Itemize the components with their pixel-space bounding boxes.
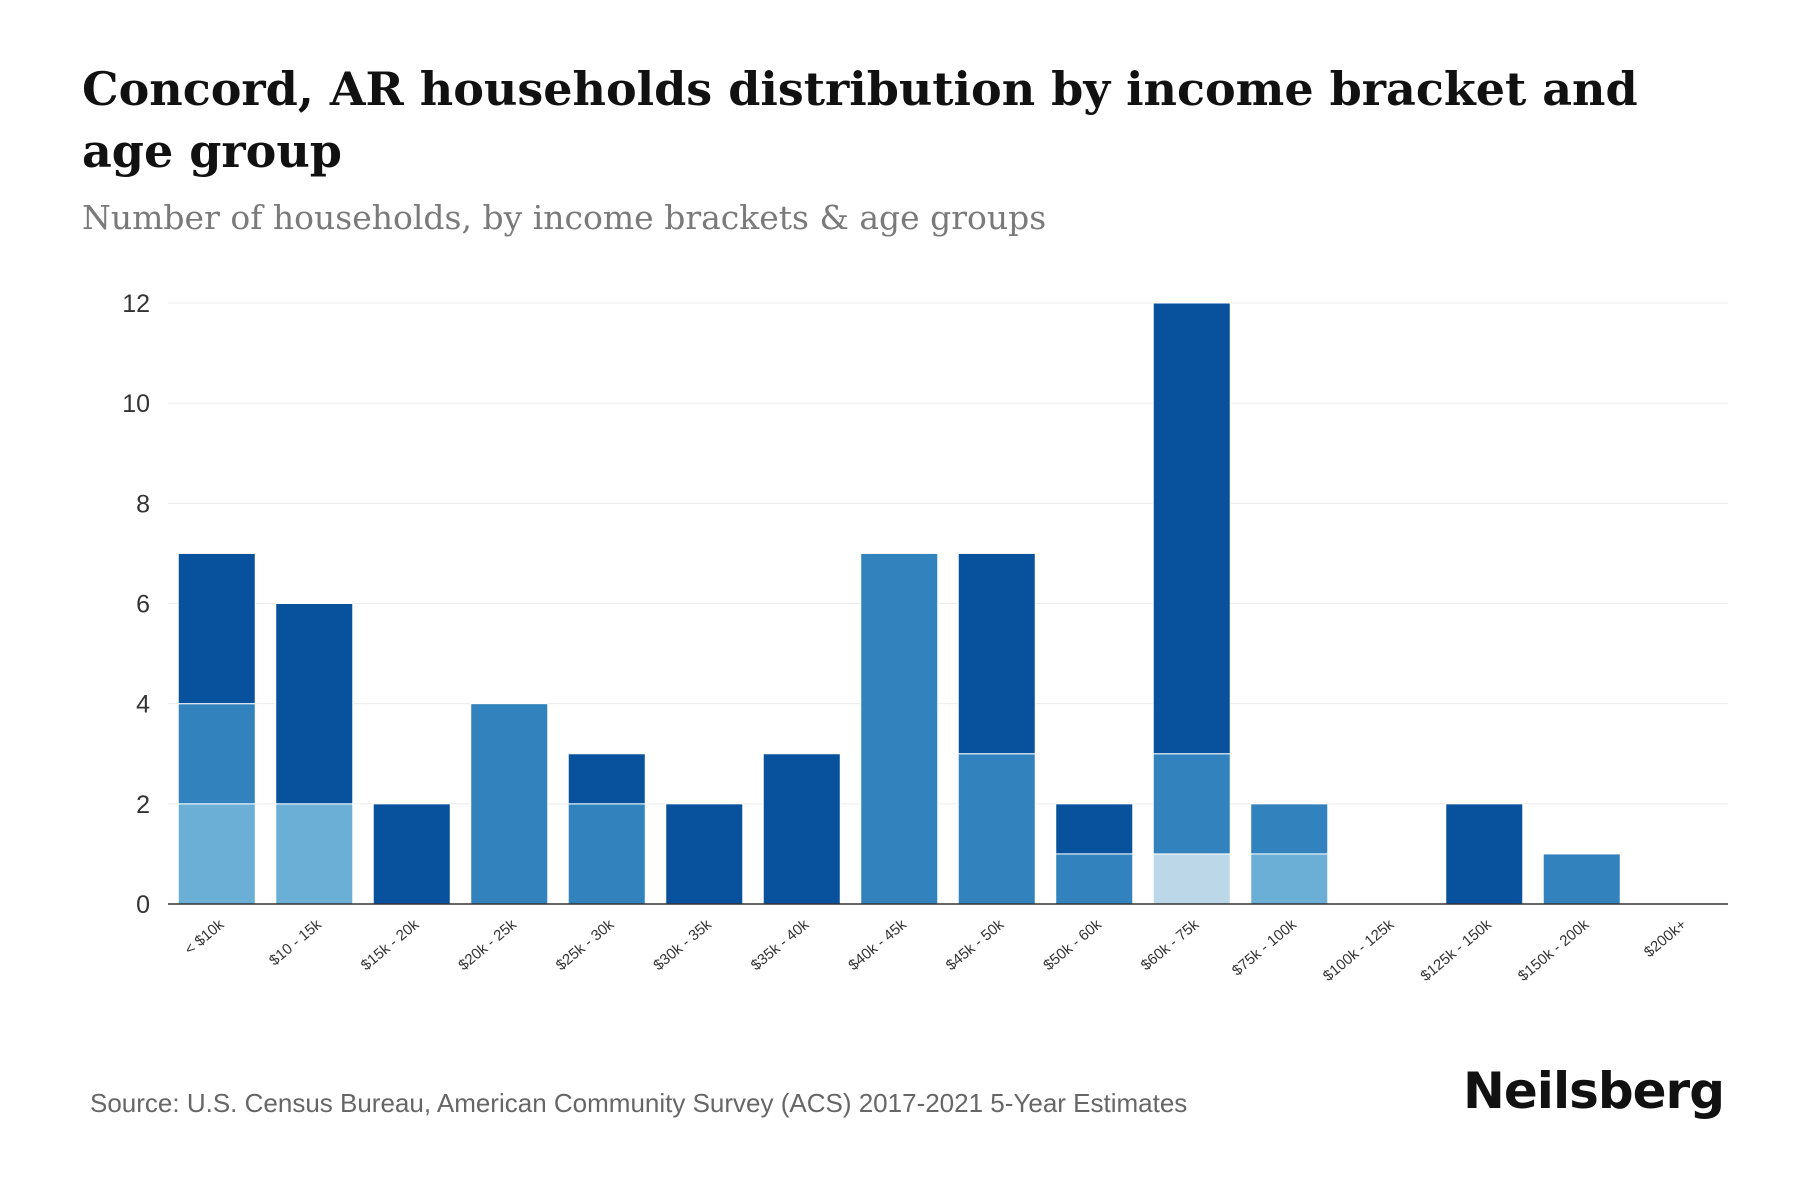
bar-segment: [567, 803, 646, 905]
bar-segment: [665, 803, 744, 905]
bar-segment: [567, 753, 646, 805]
chart-subtitle: Number of households, by income brackets…: [82, 198, 1047, 237]
bar-segment: [372, 803, 451, 905]
y-axis: 0 2 4 6 8 10 12: [122, 290, 150, 919]
bar-segment: [1152, 853, 1231, 905]
bar-segment: [177, 552, 256, 705]
brand-logo: Neilsberg: [1463, 1062, 1725, 1120]
y-tick-label: 10: [122, 390, 150, 418]
x-tick-label: $15k - 20k: [358, 916, 423, 974]
x-tick-label: $30k - 35k: [650, 916, 715, 974]
x-tick-label: $25k - 30k: [553, 916, 618, 974]
bars: [177, 302, 1621, 905]
x-tick-label: $150k - 200k: [1515, 916, 1593, 985]
bar-segment: [1055, 853, 1134, 905]
chart-title: Concord, AR households distribution by i…: [82, 62, 1638, 178]
bar-segment: [1250, 853, 1329, 905]
x-tick-label: < $10k: [182, 916, 228, 959]
bar-segment: [470, 703, 549, 905]
y-tick-label: 6: [136, 591, 150, 619]
x-tick-label: $10 - 15k: [266, 916, 325, 970]
bar-segment: [1152, 302, 1231, 755]
bar-segment: [1445, 803, 1524, 905]
stacked-bar-chart: 0 2 4 6 8 10 12 < $10k $10 - 15k $15k - 20k $20k …: [122, 290, 1728, 985]
bar-segment: [177, 703, 256, 805]
y-tick-label: 4: [136, 691, 150, 719]
y-tick-label: 12: [122, 290, 150, 318]
bar-segment: [275, 803, 354, 905]
bar-segment: [177, 803, 256, 905]
source-note: Source: U.S. Census Bureau, American Com…: [90, 1088, 1188, 1118]
bar-segment: [275, 603, 354, 805]
y-tick-label: 8: [136, 490, 150, 518]
x-tick-label: $50k - 60k: [1040, 916, 1105, 974]
x-tick-label: $35k - 40k: [748, 916, 813, 974]
bar-segment: [1250, 803, 1329, 855]
x-tick-label: $40k - 45k: [845, 916, 910, 974]
bar-segment: [1152, 753, 1231, 855]
bar-segment: [762, 753, 841, 905]
y-tick-label: 2: [136, 791, 150, 819]
x-tick-label: $200k+: [1641, 916, 1690, 961]
bar-segment: [957, 552, 1036, 755]
grid-lines: [168, 302, 1728, 805]
x-tick-label: $75k - 100k: [1229, 916, 1300, 980]
x-axis: < $10k $10 - 15k $15k - 20k $20k - 25k $25k …: [168, 903, 1728, 985]
x-tick-label: $20k - 25k: [455, 916, 520, 974]
bar-segment: [1055, 803, 1134, 855]
x-tick-label: $125k - 150k: [1417, 916, 1495, 985]
x-tick-label: $45k - 50k: [943, 916, 1008, 974]
bar-segment: [860, 552, 939, 905]
y-tick-label: 0: [136, 891, 150, 919]
bar-segment: [957, 753, 1036, 905]
x-tick-label: $60k - 75k: [1138, 916, 1203, 974]
bar-segment: [1542, 853, 1621, 905]
x-tick-label: $100k - 125k: [1320, 916, 1398, 985]
